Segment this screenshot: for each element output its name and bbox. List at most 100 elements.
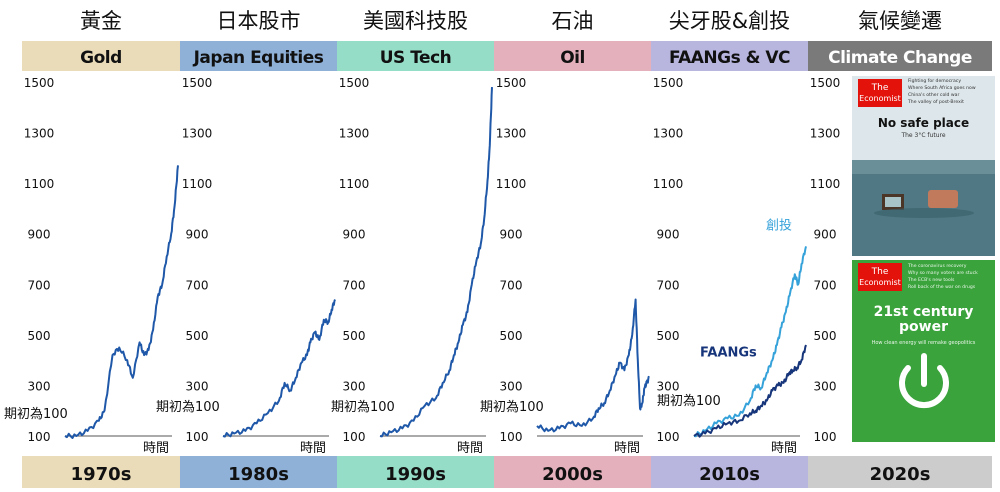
y-tick-label: 300 [343,379,366,393]
y-tick-label: 1300 [496,127,527,141]
brand-text-line2: Economist [859,278,901,287]
panel-japan-equities: 日本股市 Japan Equities 1980s [180,9,337,488]
cover-horizon [852,160,995,174]
y-tick-label: 900 [814,228,837,242]
panel-title-cn: 尖牙股&創投 [669,9,790,33]
y-tick-label: 1100 [182,177,213,191]
y-tick-label: 700 [814,278,837,292]
y-tick-label: 500 [186,329,209,343]
y-tick-label: 300 [814,379,837,393]
chart-2: 100 300 500 700 900 1100 1300 1500 期初為100 時間 [331,76,493,456]
panel-title-cn: 日本股市 [217,9,301,33]
decade-label: 1980s [228,464,289,485]
chart-0: 100 300 500 700 900 1100 1300 1500 期初為100 時間 [4,76,179,456]
cover-subhead: The 3°C future [900,132,945,139]
y-tick-label: 100 [814,430,837,444]
y-tick-label: 100 [500,430,523,444]
cover-teaser: The valley of post-Brexit [907,99,964,105]
start-note: 期初為100 [331,399,395,415]
y-tick-label: 300 [657,379,680,393]
cover-teaser: Why so many voters are stuck [908,270,978,276]
panel-label: Oil [560,48,585,68]
y-tick-label: 500 [343,329,366,343]
cover-teaser: Fighting for democracy [908,78,961,84]
x-axis-label: 時間 [771,441,797,456]
y-tick-label: 1500 [182,76,213,90]
x-axis-label: 時間 [614,441,640,456]
cover-teaser: The coronavirus recovery [907,263,967,269]
y-tick-label: 1100 [653,177,684,191]
series-label: FAANGs [700,346,757,361]
decade-label: 2020s [870,464,931,485]
decade-label: 1970s [71,464,132,485]
start-note: 期初為100 [657,393,721,409]
decade-band [494,456,651,488]
cover-headline-line2: power [899,319,948,335]
panel-climate-change: 氣候變遷 Climate Change 2020s [808,9,992,488]
y-tick-label: 900 [500,228,523,242]
armchair-illustration [928,190,958,208]
panel-label: Gold [80,48,122,68]
panel-label: Japan Equities [193,48,324,68]
cover-headline-line1: 21st century [874,304,974,320]
cover-teaser: Where South Africa goes now [908,85,976,91]
tv-screen [885,197,901,207]
series-line [693,246,807,438]
label-band [22,41,180,71]
decade-label: 2000s [542,464,603,485]
y-tick-label: 500 [500,329,523,343]
panel-title-cn: 美國科技股 [363,9,468,33]
y-tick-label: 100 [186,430,209,444]
y-tick-label: 900 [186,228,209,242]
start-note: 期初為100 [156,399,220,415]
decade-band [22,456,180,488]
decade-label: 2010s [699,464,760,485]
y-tick-label: 300 [186,379,209,393]
series-line [536,298,650,433]
panel-title-cn: 氣候變遷 [858,9,942,33]
y-tick-label: 1500 [339,76,370,90]
series-label: 創投 [766,217,792,233]
y-tick-label: 700 [28,278,51,292]
panel-title-cn: 石油 [552,9,594,33]
chart-5: 100 300 500 700 900 1100 1300 1500 [810,76,841,444]
y-tick-label: 1100 [24,177,55,191]
y-tick-label: 1300 [810,127,841,141]
cover-sea [852,160,995,256]
panel-label: FAANGs & VC [669,48,790,68]
brand-logo [858,79,902,107]
y-tick-label: 100 [28,430,51,444]
y-tick-label: 1100 [810,177,841,191]
label-band [808,41,992,71]
cover-headline: No safe place [878,116,969,130]
y-tick-label: 700 [657,278,680,292]
panel-label: US Tech [380,48,452,68]
y-tick-label: 700 [500,278,523,292]
y-tick-label: 1300 [653,127,684,141]
y-tick-label: 300 [28,379,51,393]
panel-title-cn: 黃金 [80,9,122,33]
decade-band [808,456,992,488]
y-tick-label: 1500 [24,76,55,90]
y-tick-label: 1100 [339,177,370,191]
cover-teaser: Roll back of the war on drugs [908,284,976,290]
y-tick-label: 1100 [496,177,527,191]
y-tick-label: 300 [500,379,523,393]
label-band [494,41,651,71]
x-axis-label: 時間 [143,441,169,456]
y-tick-label: 900 [28,228,51,242]
start-note: 期初為100 [4,406,68,422]
y-tick-label: 500 [814,329,837,343]
series-line [222,299,336,438]
chart-3: 100 300 500 700 900 1100 1300 1500 期初為100 時間 [480,76,650,456]
series-line [693,344,807,438]
y-tick-label: 700 [186,278,209,292]
y-tick-label: 900 [343,228,366,242]
cover-teaser: The ECB's new tools [907,277,955,283]
y-tick-label: 100 [657,430,680,444]
label-band [337,41,494,71]
decade-label: 1990s [385,464,446,485]
power-icon [899,365,949,409]
